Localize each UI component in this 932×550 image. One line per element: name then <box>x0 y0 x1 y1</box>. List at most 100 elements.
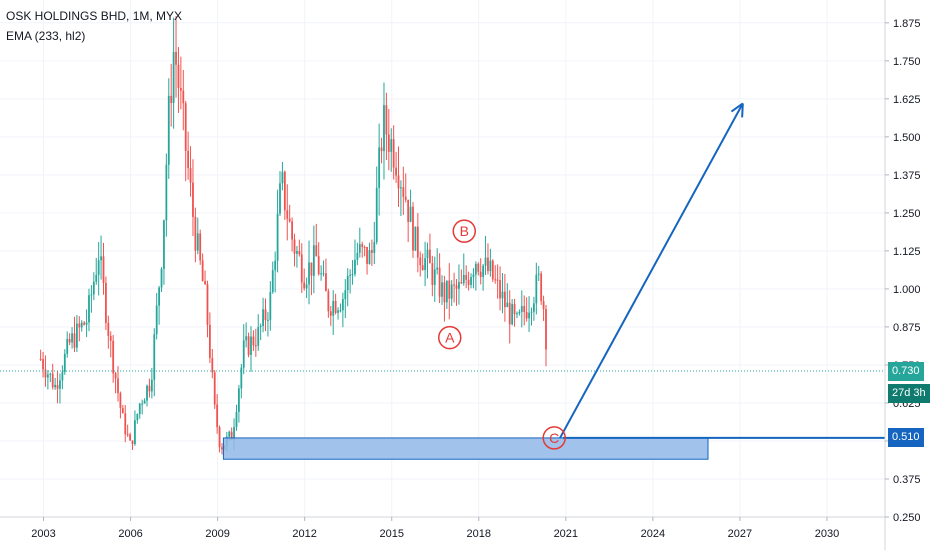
candle-body <box>300 254 303 283</box>
indicator-legend[interactable]: EMA (233, hl2) <box>6 29 86 43</box>
candle-body <box>42 359 44 370</box>
candle-body <box>172 52 175 103</box>
candle-body <box>105 282 107 323</box>
candle-body <box>121 408 124 414</box>
candle-body <box>177 64 180 88</box>
candle-body <box>131 440 134 445</box>
projection-arrow[interactable] <box>559 102 744 439</box>
candle-body <box>482 265 485 277</box>
time-tick-label: 2030 <box>815 528 839 540</box>
candle-body <box>356 252 359 260</box>
candle-body <box>491 260 494 280</box>
candle-body <box>496 279 499 281</box>
chart-drawings[interactable]: B A C <box>0 102 885 460</box>
candle-body <box>182 90 185 104</box>
time-axis[interactable]: 2003 2006 2009 2012 2015 2018 2021 2024 2027 2030 <box>0 516 885 540</box>
candle-body <box>545 309 547 350</box>
candle-body <box>75 323 78 348</box>
candle-body <box>412 206 414 251</box>
candle-body <box>228 431 231 437</box>
candle-body <box>499 280 501 299</box>
candle-body <box>503 291 506 308</box>
candle-body <box>204 281 206 285</box>
candle-body <box>467 279 470 285</box>
arrow-head <box>741 103 744 118</box>
candle-body <box>366 246 368 264</box>
candle-body <box>484 257 487 266</box>
candle-body <box>68 338 71 343</box>
time-tick-label: 2015 <box>379 528 403 540</box>
candle-body <box>179 87 182 91</box>
candle-body <box>479 271 482 277</box>
candle-body <box>329 311 332 316</box>
candle-body <box>59 380 61 389</box>
candle-body <box>373 242 376 253</box>
candle-body <box>523 306 526 313</box>
candle-body <box>134 420 136 445</box>
level-price-tag: 0.510 <box>888 428 924 447</box>
candle-body <box>80 322 83 328</box>
candle-body <box>332 300 335 316</box>
candle-body <box>109 335 112 341</box>
candle-body <box>78 323 81 328</box>
price-axis[interactable]: 1.875 1.750 1.625 1.500 1.375 1.250 1.125 1.000… <box>884 0 921 550</box>
candle-body <box>320 273 323 275</box>
candle-body <box>477 263 480 272</box>
price-tick-label: 1.500 <box>893 132 921 144</box>
candle-body <box>242 340 245 368</box>
countdown-tag: 27d 3h <box>888 384 930 403</box>
candle-body <box>73 333 76 348</box>
candle-body <box>129 434 131 441</box>
wave-label-c[interactable]: C <box>542 426 566 450</box>
candle-body <box>298 251 301 255</box>
candle-body <box>124 413 127 435</box>
candle-body <box>250 336 252 355</box>
candle-body <box>114 373 117 379</box>
candle-body <box>460 282 463 284</box>
price-tick-label: 1.625 <box>893 94 921 106</box>
candle-body <box>138 403 141 415</box>
candle-body <box>143 400 146 404</box>
candle-body <box>375 187 378 243</box>
candle-body <box>208 324 211 358</box>
price-tick-label: 1.125 <box>893 246 921 258</box>
candle-body <box>533 303 535 312</box>
candle-body <box>252 336 255 346</box>
candle-body <box>462 274 465 284</box>
candle-body <box>276 213 279 261</box>
time-tick-label: 2012 <box>292 528 316 540</box>
candle-body <box>95 274 98 282</box>
wave-label-a[interactable]: A <box>438 325 462 350</box>
candle-body <box>525 312 528 319</box>
time-tick-label: 2021 <box>554 528 578 540</box>
candle-body <box>189 168 192 183</box>
candle-body <box>487 257 489 272</box>
candle-body <box>88 295 90 323</box>
candle-body <box>206 284 209 325</box>
candle-body <box>443 282 446 303</box>
candle-body <box>71 333 73 343</box>
candle-body <box>385 105 388 135</box>
candle-body <box>402 187 405 197</box>
candle-body <box>305 284 308 289</box>
candle-body <box>194 216 197 251</box>
candle-body <box>264 309 267 321</box>
candle-body <box>322 273 325 275</box>
candle-body <box>165 164 168 221</box>
symbol-title[interactable]: OSK HOLDINGS BHD, 1M, MYX <box>6 9 183 23</box>
support-zone-rect[interactable] <box>222 437 709 460</box>
candle-body <box>354 259 356 275</box>
time-tick-label: 2006 <box>118 528 142 540</box>
candle-body <box>426 249 429 259</box>
candle-body <box>431 263 434 285</box>
candle-body <box>199 233 202 261</box>
wave-label-b[interactable]: B <box>452 219 477 243</box>
candle-body <box>310 262 313 276</box>
candle-body <box>361 244 364 247</box>
candle-body <box>424 258 426 270</box>
candle-body <box>56 384 59 389</box>
candle-body <box>542 301 545 310</box>
candle-body <box>267 319 269 321</box>
price-tick-label: 0.250 <box>893 512 921 524</box>
